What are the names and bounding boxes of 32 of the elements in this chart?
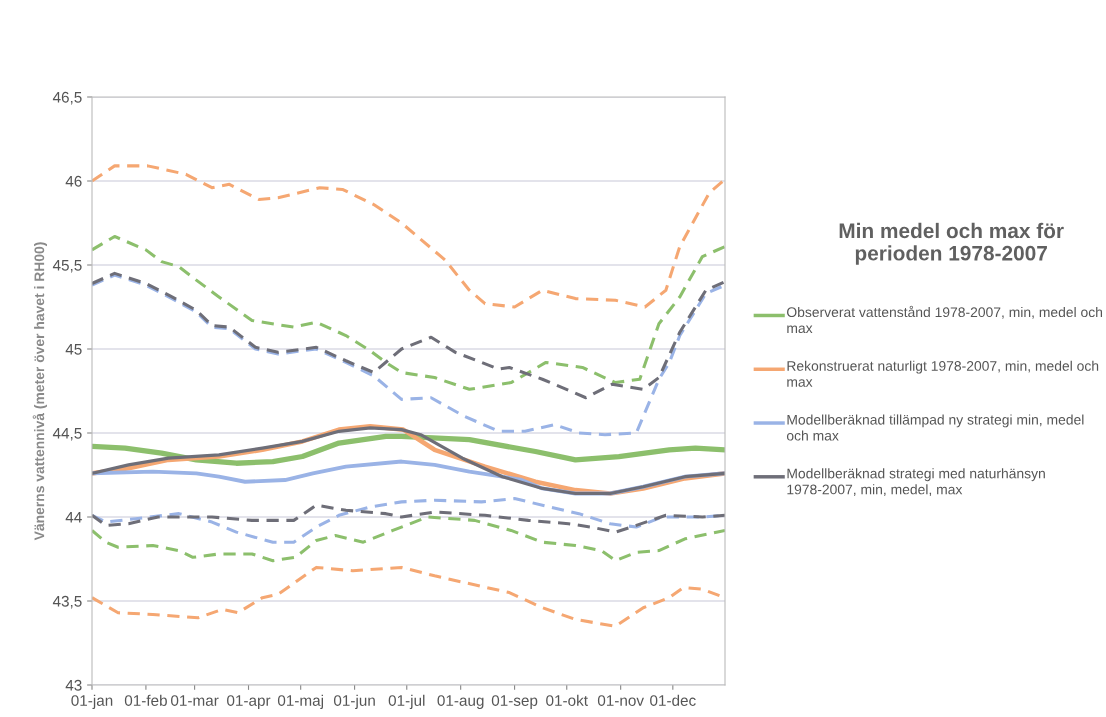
y-tick-label: 43,5	[52, 595, 82, 609]
text: Min medel och max för perioden 1978-2007	[839, 222, 1064, 265]
legend-label: Modellberäknad strategi med naturhänsyn 1978-2007, min, medel, max	[787, 468, 1045, 497]
x-tick-label: 01-apr	[227, 695, 271, 709]
y-tick-label: 46	[65, 175, 82, 187]
x-tick-label: 01-sep	[491, 695, 538, 709]
x-tick-label: 01-nov	[597, 695, 644, 706]
line-series	[92, 503, 725, 534]
y-tick-label: 43	[65, 679, 82, 691]
x-tick-label: 01-jul	[388, 694, 425, 709]
x-tick-label: 01-jun	[333, 694, 375, 709]
x-tick-label: 01-okt	[546, 694, 588, 706]
line-series	[92, 164, 725, 309]
x-tick-label: 01-mar	[171, 695, 219, 706]
line-series	[92, 515, 725, 563]
x-tick-label: 01-jan	[71, 694, 113, 709]
line-series	[92, 234, 725, 391]
legend-label: Observerat vattenstånd 1978-2007, min, medel och max	[787, 305, 1103, 334]
y-tick-label: 45	[65, 344, 82, 355]
line-series	[92, 271, 725, 400]
line-series	[92, 273, 725, 437]
y-axis-title: Vänerns vattennivå (meter över havet i RH00)	[32, 242, 47, 541]
legend-label: Modellberäknad tillämpad ny strategi min, medel och max	[786, 414, 1084, 441]
y-tick-label: 45,5	[52, 260, 82, 273]
x-tick-label: 01-maj	[277, 694, 323, 709]
legend-label: Rekonstruerat naturligt 1978-2007, min, medel och max	[787, 360, 1099, 387]
x-tick-label: 01-feb	[124, 694, 167, 706]
y-tick-label: 46,5	[52, 91, 82, 105]
y-tick-label: 44,5	[52, 428, 82, 441]
x-tick-label: 01-dec	[650, 694, 696, 706]
x-tick-label: 01-aug	[437, 695, 484, 709]
y-tick-label: 44	[65, 512, 82, 523]
